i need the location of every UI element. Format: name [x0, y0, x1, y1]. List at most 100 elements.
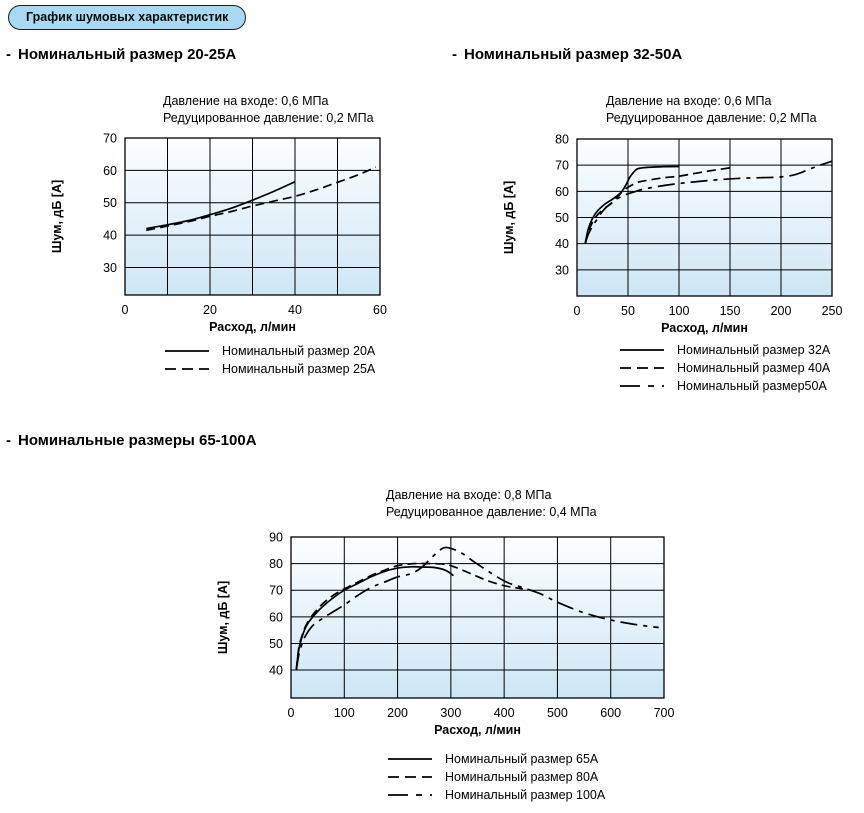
- x-tick-label: 150: [720, 304, 741, 318]
- section-heading-label: Номинальный размер 20-25А: [18, 46, 237, 63]
- legend-line-sample: [620, 349, 664, 351]
- x-tick-label: 400: [494, 706, 515, 720]
- pressure-condition-line: Давление на входе: 0,8 МПа: [386, 488, 552, 502]
- pressure-condition-line: Давление на входе: 0,6 МПа: [163, 94, 329, 108]
- y-tick-label: 40: [103, 229, 117, 243]
- series-curve: [584, 160, 833, 244]
- series-curve: [584, 165, 680, 244]
- y-tick-label: 50: [103, 196, 117, 210]
- section-heading-label: Номинальный размер 32-50А: [464, 46, 683, 63]
- x-axis-label: Расход, л/мин: [434, 723, 521, 737]
- series-curve: [295, 565, 454, 671]
- legend-row: Номинальный размер 40А: [618, 361, 830, 375]
- x-tick-label: 100: [669, 304, 690, 318]
- legend-20-25a: Номинальный размер 20А Номинальный размер…: [163, 344, 375, 376]
- x-tick-label: 0: [288, 706, 295, 720]
- chart-svg: 0 100 200 300 400 500 600 700 40 50 60 70 80 90 Расход…: [216, 531, 675, 738]
- chart-svg: 0 20 40 60 30 40 50 60 70 Расход, л/мин Шум, дБ [А…: [50, 132, 387, 335]
- section-heading-65-100a: - Номинальные размеры 65-100А: [6, 432, 257, 449]
- y-tick-label: 90: [269, 531, 283, 545]
- y-axis-label: Шум, дБ [А]: [216, 581, 230, 654]
- x-tick-label: 0: [574, 304, 581, 318]
- heading-bullet: -: [6, 46, 11, 63]
- noise-chart-badge-label: График шумовых характеристик: [26, 10, 229, 24]
- x-tick-label: 700: [654, 706, 675, 720]
- legend-label: Номинальный размер 20А: [222, 344, 376, 358]
- legend-row: Номинальный размер 32А: [618, 343, 830, 357]
- legend-65-100a: Номинальный размер 65А Номинальный размер…: [386, 752, 605, 802]
- y-tick-label: 60: [555, 185, 569, 199]
- x-tick-label: 20: [203, 303, 217, 317]
- x-tick-label: 100: [334, 706, 355, 720]
- pressure-condition-line: Редуцированное давление: 0,4 МПа: [386, 505, 597, 519]
- pressure-conditions-32-50a: Давление на входе: 0,6 МПа Редуцированное…: [606, 93, 817, 127]
- section-heading-32-50a: - Номинальный размер 32-50А: [452, 46, 682, 63]
- plot-border: [576, 138, 833, 297]
- legend-line-sample: [620, 385, 664, 387]
- x-tick-label: 600: [600, 706, 621, 720]
- x-tick-label: 200: [771, 304, 792, 318]
- y-tick-label: 40: [555, 237, 569, 251]
- legend-label: Номинальный размер 100А: [445, 788, 606, 802]
- y-tick-label: 70: [103, 132, 117, 146]
- x-tick-label: 200: [387, 706, 408, 720]
- section-heading-20-25a: - Номинальный размер 20-25А: [6, 46, 236, 63]
- y-tick-label: 60: [103, 164, 117, 178]
- x-tick-label: 300: [440, 706, 461, 720]
- y-tick-label: 50: [269, 637, 283, 651]
- legend-line-sample: [165, 350, 209, 352]
- legend-row: Номинальный размер 20А: [163, 344, 375, 358]
- legend-label: Номинальный размер50А: [677, 379, 827, 393]
- legend-row: Номинальный размер 25А: [163, 362, 375, 376]
- x-tick-label: 250: [822, 304, 843, 318]
- noise-chart-65-100a: 0 100 200 300 400 500 600 700 40 50 60 70 80 90 Расход…: [206, 529, 684, 751]
- x-tick-label: 50: [621, 304, 635, 318]
- series-curve: [295, 562, 523, 671]
- pressure-conditions-20-25a: Давление на входе: 0,6 МПа Редуцированное…: [163, 93, 374, 127]
- x-axis-label: Расход, л/мин: [661, 321, 748, 335]
- x-axis-label: Расход, л/мин: [209, 320, 296, 334]
- legend-row: Номинальный размер 65А: [386, 752, 605, 766]
- noise-chart-32-50a: 0 50 100 150 200 250 30 40 50 60 70 80 Расход, л/мин…: [492, 131, 852, 349]
- x-tick-label: 60: [373, 303, 387, 317]
- section-heading-label: Номинальные размеры 65-100А: [18, 432, 257, 449]
- plot-border: [124, 137, 381, 296]
- noise-chart-badge: График шумовых характеристик: [8, 5, 247, 30]
- plot-border: [290, 536, 665, 699]
- legend-label: Номинальный размер 40А: [677, 361, 831, 375]
- y-tick-label: 80: [269, 557, 283, 571]
- series-curve: [295, 546, 659, 671]
- x-tick-label: 40: [288, 303, 302, 317]
- legend-line-sample: [388, 758, 432, 760]
- heading-bullet: -: [452, 46, 457, 63]
- y-tick-label: 70: [555, 159, 569, 173]
- legend-label: Номинальный размер 32А: [677, 343, 831, 357]
- y-tick-label: 30: [103, 261, 117, 275]
- plot-background: [291, 537, 664, 698]
- y-axis-label: Шум, дБ [А]: [502, 181, 516, 254]
- legend-row: Номинальный размер50А: [618, 379, 830, 393]
- y-tick-label: 60: [269, 610, 283, 624]
- pressure-condition-line: Редуцированное давление: 0,2 МПа: [163, 111, 374, 125]
- pressure-conditions-65-100a: Давление на входе: 0,8 МПа Редуцированное…: [386, 487, 597, 521]
- legend-label: Номинальный размер 25А: [222, 362, 376, 376]
- y-tick-label: 30: [555, 263, 569, 277]
- y-tick-label: 40: [269, 664, 283, 678]
- x-tick-label: 500: [547, 706, 568, 720]
- series-curve: [584, 166, 731, 244]
- legend-line-sample: [388, 776, 432, 778]
- legend-line-sample: [388, 794, 432, 796]
- legend-line-sample: [165, 368, 209, 370]
- pressure-condition-line: Редуцированное давление: 0,2 МПа: [606, 111, 817, 125]
- series-curve: [146, 166, 377, 232]
- y-tick-label: 80: [555, 133, 569, 147]
- legend-label: Номинальный размер 65А: [445, 752, 599, 766]
- pressure-condition-line: Давление на входе: 0,6 МПа: [606, 94, 772, 108]
- legend-32-50a: Номинальный размер 32А Номинальный размер…: [618, 343, 830, 393]
- x-tick-label: 0: [122, 303, 129, 317]
- y-tick-label: 70: [269, 584, 283, 598]
- legend-row: Номинальный размер 80А: [386, 770, 605, 784]
- legend-row: Номинальный размер 100А: [386, 788, 605, 802]
- legend-label: Номинальный размер 80А: [445, 770, 599, 784]
